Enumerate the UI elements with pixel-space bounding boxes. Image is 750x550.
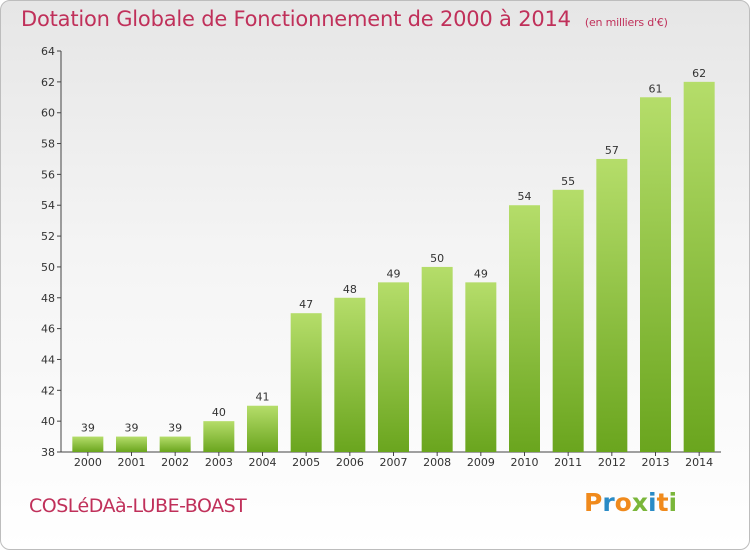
bar — [378, 282, 409, 452]
proxiti-logo: Proxiti — [584, 488, 677, 517]
bar — [116, 436, 147, 452]
bar — [159, 436, 191, 452]
data-label: 49 — [474, 267, 488, 280]
logo-letter: t — [656, 488, 669, 517]
bar — [683, 81, 715, 452]
bar — [203, 421, 235, 452]
y-tick-label: 56 — [41, 168, 55, 181]
y-tick-label: 40 — [41, 415, 55, 428]
y-tick-label: 62 — [41, 76, 55, 89]
chart-title-text: Dotation Globale de Fonctionnement de 20… — [21, 7, 571, 31]
data-label: 39 — [125, 422, 139, 435]
bar — [465, 282, 497, 452]
bar — [72, 436, 104, 452]
logo-letter: o — [614, 488, 632, 517]
data-label: 47 — [299, 298, 313, 311]
y-tick-label: 48 — [41, 292, 55, 305]
x-tick-label: 2001 — [118, 456, 146, 469]
logo-letter: i — [668, 488, 678, 517]
x-tick-label: 2002 — [161, 456, 189, 469]
bar — [509, 205, 540, 452]
y-tick-label: 46 — [41, 323, 55, 336]
y-tick-label: 54 — [41, 199, 55, 212]
x-tick-label: 2009 — [467, 456, 495, 469]
y-tick-label: 58 — [41, 138, 55, 151]
x-tick-label: 2008 — [423, 456, 451, 469]
y-tick-label: 52 — [41, 230, 55, 243]
x-tick-label: 2007 — [380, 456, 408, 469]
bar — [640, 97, 671, 453]
logo-letter: i — [648, 488, 657, 517]
data-label: 39 — [168, 422, 182, 435]
x-tick-label: 2000 — [74, 456, 102, 469]
x-tick-label: 2010 — [511, 456, 539, 469]
x-tick-label: 2004 — [249, 456, 277, 469]
x-tick-label: 2003 — [205, 456, 233, 469]
bar — [290, 313, 322, 452]
town-name: COSLéDAà-LUBE-BOAST — [29, 495, 247, 517]
chart-subtitle: (en milliers d'€) — [584, 16, 668, 29]
data-label: 57 — [605, 144, 619, 157]
logo-letter: r — [602, 488, 615, 517]
data-label: 50 — [430, 252, 444, 265]
y-tick-label: 38 — [41, 446, 55, 459]
data-label: 62 — [692, 67, 706, 80]
y-tick-label: 50 — [41, 261, 55, 274]
bar — [596, 158, 628, 452]
y-tick-label: 64 — [41, 45, 55, 58]
data-label: 49 — [387, 267, 401, 280]
x-tick-label: 2012 — [598, 456, 626, 469]
data-label: 54 — [518, 190, 532, 203]
x-tick-label: 2014 — [685, 456, 713, 469]
logo-letter: x — [631, 488, 648, 517]
x-tick-label: 2006 — [336, 456, 364, 469]
logo-letter: P — [584, 488, 603, 517]
x-tick-label: 2005 — [292, 456, 320, 469]
x-tick-label: 2013 — [642, 456, 670, 469]
x-tick-label: 2011 — [554, 456, 582, 469]
data-label: 48 — [343, 283, 357, 296]
bar — [247, 405, 278, 452]
y-tick-label: 60 — [41, 107, 55, 120]
data-label: 41 — [256, 391, 270, 404]
data-label: 40 — [212, 406, 226, 419]
bar — [552, 189, 584, 453]
chart-title: Dotation Globale de Fonctionnement de 20… — [21, 7, 668, 31]
y-tick-label: 44 — [41, 353, 55, 366]
data-label: 55 — [561, 175, 575, 188]
data-label: 39 — [81, 422, 95, 435]
y-tick-label: 42 — [41, 384, 55, 397]
bar — [421, 266, 453, 452]
data-label: 61 — [649, 82, 663, 95]
bar — [334, 297, 366, 452]
